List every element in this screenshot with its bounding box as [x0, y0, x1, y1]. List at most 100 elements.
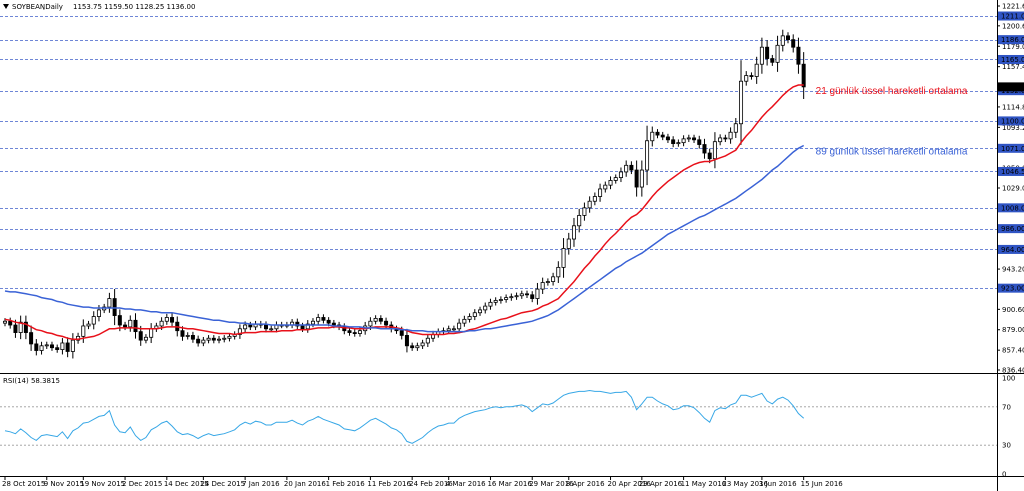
rsi-line [4, 389, 805, 444]
candle-body [368, 320, 373, 327]
candle-body [786, 35, 791, 41]
candle-body [206, 337, 211, 341]
candle-body [488, 301, 493, 307]
current-price-label: 1136.00 [1001, 83, 1024, 91]
candle-body [791, 39, 796, 48]
date-tick-label: 11 May 2016 [681, 480, 727, 488]
candle-body [801, 63, 806, 88]
candle-body [269, 328, 274, 331]
candle-body [551, 276, 556, 282]
candle-body [300, 325, 305, 330]
candle-body [201, 339, 206, 344]
candle-body [410, 345, 415, 349]
candle-body [592, 196, 597, 202]
candle-body [770, 58, 775, 63]
candle-body [712, 141, 717, 160]
candle-body [143, 336, 148, 341]
candle-body [70, 339, 75, 352]
date-tick-label: 19 Nov 2015 [80, 480, 125, 488]
moving-averages [4, 84, 805, 340]
level-label-background [998, 116, 1024, 126]
candle-body [545, 281, 550, 283]
candle-body [65, 342, 70, 352]
triangle-down-icon[interactable] [3, 4, 9, 9]
candle-body [60, 342, 65, 350]
candle-body [733, 123, 738, 133]
candle-body [498, 299, 503, 301]
level-label: 1008.00 [1001, 204, 1024, 212]
level-label: 1046.50 [1001, 168, 1024, 176]
date-tick-label: 7 Jan 2016 [242, 480, 280, 488]
candle-body [446, 328, 451, 332]
candle-body [660, 134, 665, 138]
candle-body [305, 323, 310, 330]
date-tick-label: 29 Apr 2016 [639, 480, 683, 488]
candle-body [676, 142, 681, 145]
candle-body [180, 330, 185, 337]
rsi-label: RSI(14) 58.3815 [3, 377, 60, 385]
level-label-background [998, 244, 1024, 254]
annotations: 21 günlük üssel hareketli ortalama 89 gün… [816, 86, 968, 157]
candle-body [639, 169, 644, 188]
candle-body [149, 328, 154, 338]
candle-body [514, 295, 519, 298]
level-label: 964.00 [1001, 246, 1024, 254]
candle-body [404, 335, 409, 347]
price-tick-label: 1114.80 [1002, 103, 1024, 111]
candle-body [295, 321, 300, 327]
candle-body [86, 323, 91, 327]
candle-body [571, 225, 576, 240]
candle-body [185, 335, 190, 337]
candle-body [326, 319, 331, 324]
candle-body [321, 317, 326, 321]
candle-body [504, 297, 509, 300]
level-label-background [998, 203, 1024, 213]
level-label-background [998, 35, 1024, 45]
candle-body [566, 238, 571, 249]
candle-body [540, 282, 545, 290]
candle-body [739, 80, 744, 125]
ema-annotation: 21 günlük üssel hareketli ortalama [816, 86, 968, 97]
candle-body [556, 266, 561, 278]
candle-body [535, 288, 540, 299]
ohlc-values: 1153.75 1159.50 1128.25 1136.00 [73, 3, 195, 11]
price-tick-label: 900.60 [1002, 306, 1024, 314]
candle-body [671, 139, 676, 144]
candle-body [718, 137, 723, 143]
level-label-background [998, 283, 1024, 293]
date-tick-label: 28 Oct 2015 [2, 480, 45, 488]
candle-body [227, 335, 232, 339]
price-tick-label: 943.20 [1002, 266, 1024, 274]
price-tick-label: 1093.20 [1002, 124, 1024, 132]
date-tick-label: 11 Feb 2016 [367, 480, 411, 488]
level-label-background [998, 54, 1024, 64]
price-tick-label: 1179.00 [1002, 43, 1024, 51]
date-tick-label: 8 Apr 2016 [566, 480, 605, 488]
candle-body [645, 140, 650, 171]
date-tick-label: 1 Feb 2016 [326, 480, 366, 488]
date-tick-label: 20 Jan 2016 [284, 480, 327, 488]
candle-body [686, 137, 691, 140]
level-label: 1100.00 [1001, 117, 1024, 125]
candle-body [780, 35, 785, 46]
price-tick-label: 1029.00 [1002, 185, 1024, 193]
candle-body [577, 215, 582, 227]
candle-body [530, 294, 535, 299]
candle-body [457, 322, 462, 330]
date-tick-label: 14 Dec 2015 [164, 480, 209, 488]
candle-body [13, 324, 18, 333]
candle-body [96, 309, 101, 317]
candle-body [415, 345, 420, 349]
candle-body [316, 317, 321, 322]
level-label: 1211.00 [1001, 13, 1024, 21]
date-tick-label: 3 Jun 2016 [759, 480, 797, 488]
date-tick-label: 29 Mar 2016 [529, 480, 574, 488]
candle-body [603, 184, 608, 190]
candle-body [34, 343, 39, 351]
candle-body [744, 75, 749, 82]
candle-body [462, 318, 467, 324]
candle-body [655, 131, 660, 136]
candle-body [561, 248, 566, 268]
candle-body [650, 131, 655, 142]
